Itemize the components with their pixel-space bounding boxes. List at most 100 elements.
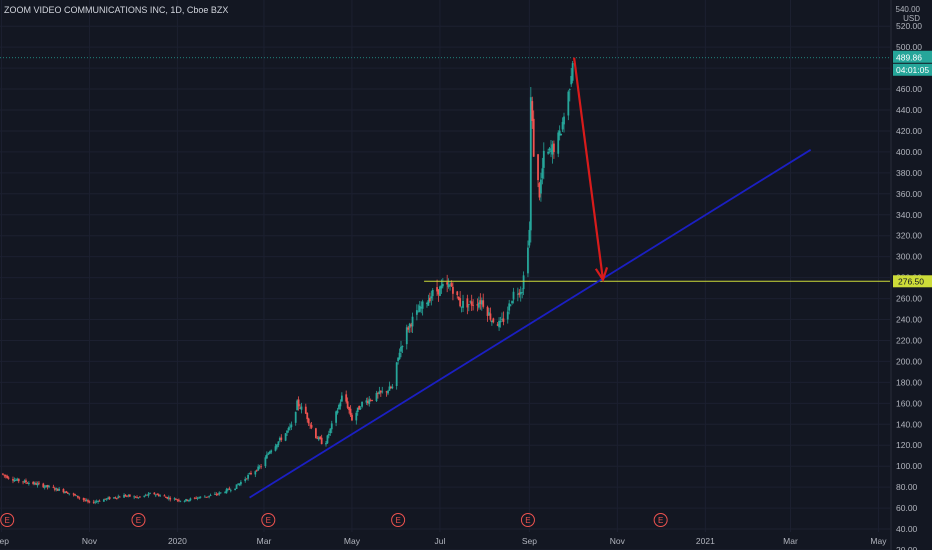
candle-body: [216, 493, 219, 495]
candle-body: [82, 497, 85, 501]
forecast-arrow-shaft: [573, 57, 605, 280]
trendline: [249, 149, 812, 499]
candle-body: [358, 406, 361, 410]
price-tick-label: 360.00: [896, 189, 922, 199]
candle-body: [426, 302, 428, 304]
candle-body: [52, 486, 55, 488]
candle-body: [361, 401, 363, 407]
earnings-marker-icon: [131, 513, 146, 527]
candle-body: [522, 275, 525, 290]
last-price-value: 489.86: [896, 52, 922, 62]
candle-body: [270, 450, 273, 453]
last-price-badge: [893, 50, 932, 63]
candle-body: [134, 496, 137, 498]
candle-body: [511, 301, 513, 304]
candle-body: [296, 400, 299, 411]
candle-body: [115, 498, 118, 499]
candle-body: [278, 437, 281, 441]
candle-body: [267, 453, 270, 455]
time-axis[interactable]: Sep Nov 2020 Mar May Jul Sep Nov 2021 Mar May: [0, 536, 887, 546]
candle-body: [462, 300, 464, 308]
candle-body: [153, 492, 156, 495]
candle-body: [248, 473, 251, 475]
candle-body: [48, 486, 50, 488]
candle-body: [147, 493, 150, 496]
candle-body: [492, 318, 495, 323]
price-tick-label: 60.00: [896, 503, 918, 513]
candle-body: [62, 488, 65, 493]
candle-body: [531, 101, 534, 121]
candle-body: [436, 287, 438, 292]
candle-body: [42, 483, 45, 488]
price-tick-label: 120.00: [896, 440, 922, 450]
price-axis[interactable]: 20.00 40.00 60.00 80.00 100.00 120.00 140.00 16…: [890, 0, 922, 550]
candle-body: [329, 428, 332, 433]
candle-body: [317, 437, 320, 440]
price-tick-label: 220.00: [896, 335, 922, 345]
candle-body: [553, 143, 555, 153]
earnings-marker-icon: [520, 513, 535, 527]
price-tick-label: 320.00: [896, 231, 922, 241]
candle-body: [395, 362, 398, 386]
candle-body: [209, 495, 212, 497]
candle-body: [542, 150, 545, 168]
candle-body: [489, 313, 492, 320]
candle-body: [215, 494, 218, 495]
candle-body: [447, 284, 450, 287]
time-tick-label: Mar: [257, 536, 272, 546]
candle-body: [299, 407, 301, 409]
candle-body: [38, 482, 40, 484]
candle-body: [498, 320, 500, 328]
candle-body: [206, 496, 209, 498]
candle-body: [300, 406, 303, 410]
candle-body: [338, 405, 340, 410]
candle-body: [537, 154, 539, 181]
candle-body: [4, 475, 7, 477]
candle-body: [490, 320, 493, 323]
price-tick-label: 100.00: [896, 461, 922, 471]
candle-body: [428, 297, 431, 302]
candle-body: [247, 474, 250, 479]
candle-body: [563, 116, 565, 125]
time-tick-label: Sep: [522, 536, 537, 546]
candle-body: [488, 312, 490, 316]
candle-body: [551, 144, 554, 155]
candle-body: [388, 386, 391, 391]
candle-body: [304, 406, 307, 414]
candle-body: [195, 497, 198, 499]
candle-body: [570, 75, 573, 85]
time-tick-label: Jul: [435, 536, 446, 546]
candle-body: [36, 483, 39, 486]
candle-body: [123, 494, 125, 498]
candle-body: [452, 286, 454, 294]
candle-body: [126, 495, 128, 497]
price-tick-label: 260.00: [896, 294, 922, 304]
candle-body: [506, 311, 509, 320]
earnings-marker-icon: [261, 513, 276, 527]
candle-body: [114, 497, 117, 499]
candle-body: [149, 493, 151, 495]
candle-body: [234, 488, 237, 491]
candle-body: [14, 479, 17, 481]
currency-top-tick: 540.00: [895, 5, 920, 14]
candle-body: [501, 319, 503, 321]
candle-body: [496, 324, 499, 326]
candle-body: [381, 391, 384, 393]
candle-body: [136, 496, 138, 498]
candle-body: [127, 494, 130, 496]
candle-body: [528, 229, 531, 246]
candle-body: [26, 483, 29, 484]
candle-body: [476, 304, 479, 306]
candle-body: [336, 410, 339, 414]
candle-body: [175, 499, 177, 500]
candle-body: [95, 501, 98, 503]
candle-body: [348, 407, 350, 411]
candle-body: [218, 492, 221, 495]
earnings-marker-label: E: [658, 516, 663, 525]
candle-body: [516, 293, 519, 295]
candle-body: [159, 495, 162, 497]
candle-body: [188, 499, 190, 502]
candle-body: [105, 498, 108, 500]
candle-body: [193, 497, 196, 499]
